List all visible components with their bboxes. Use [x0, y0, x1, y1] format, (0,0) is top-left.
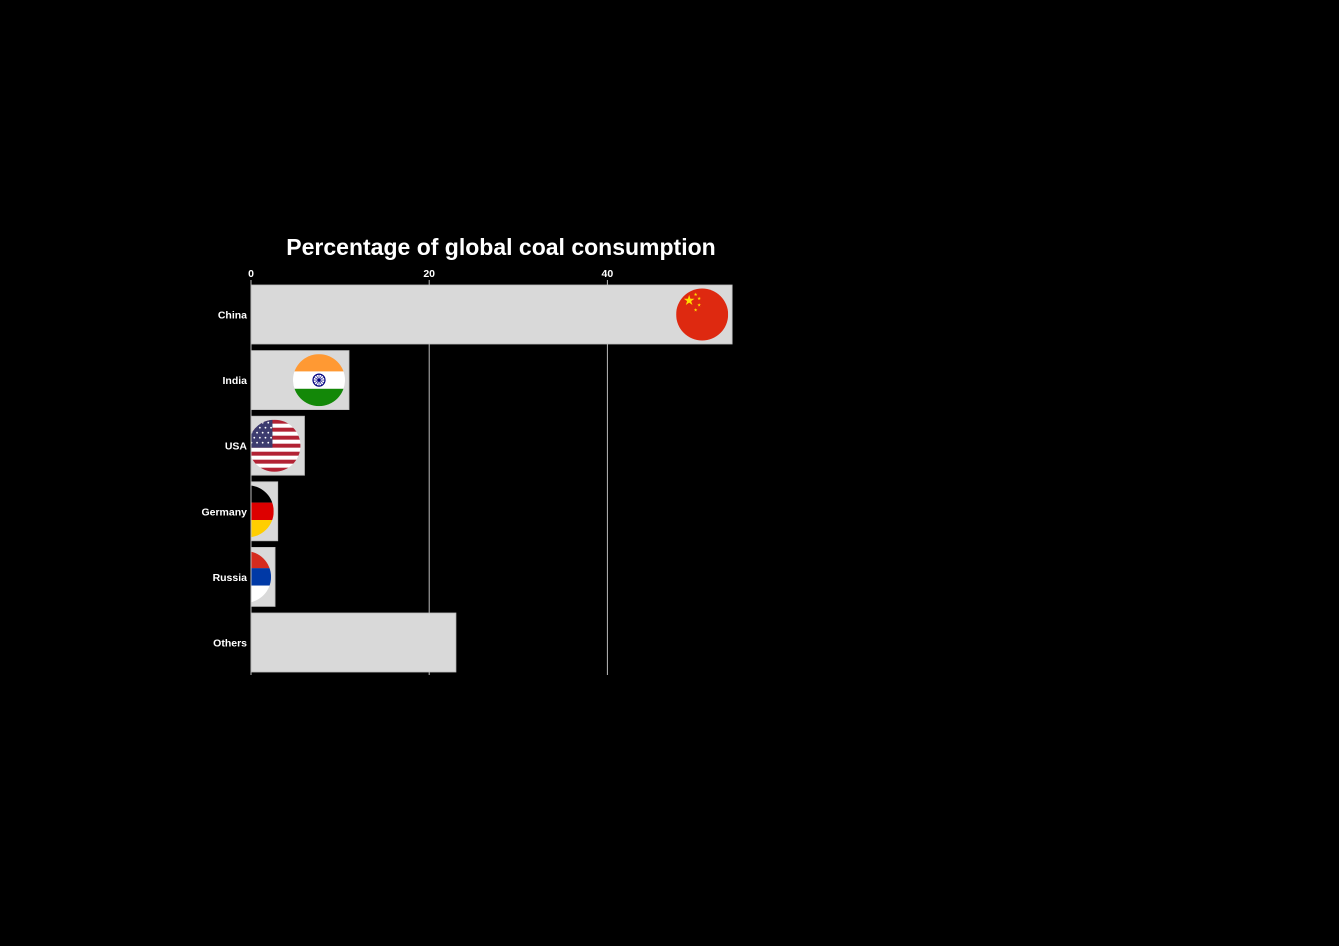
category-label: Germany: [201, 506, 247, 518]
category-label: China: [218, 310, 247, 322]
category-label: India: [222, 375, 247, 387]
category-label: Others: [213, 638, 247, 650]
bars: [251, 284, 733, 673]
chart-title: Percentage of global coal consumption: [286, 234, 715, 260]
india-flag-icon: [293, 354, 346, 407]
category-axis: China India USA Germany Russia Others: [201, 310, 247, 650]
x-tick-label: 40: [602, 268, 614, 280]
x-tick-label: 20: [423, 268, 435, 280]
category-label: Russia: [213, 572, 248, 584]
category-label: USA: [225, 441, 248, 453]
usa-flag-icon: [251, 419, 301, 472]
x-tick-label: 0: [248, 268, 254, 280]
x-axis: 0 20 40: [248, 268, 613, 280]
bar: [251, 284, 733, 345]
china-flag-icon: [676, 288, 729, 341]
bar: [251, 612, 457, 673]
